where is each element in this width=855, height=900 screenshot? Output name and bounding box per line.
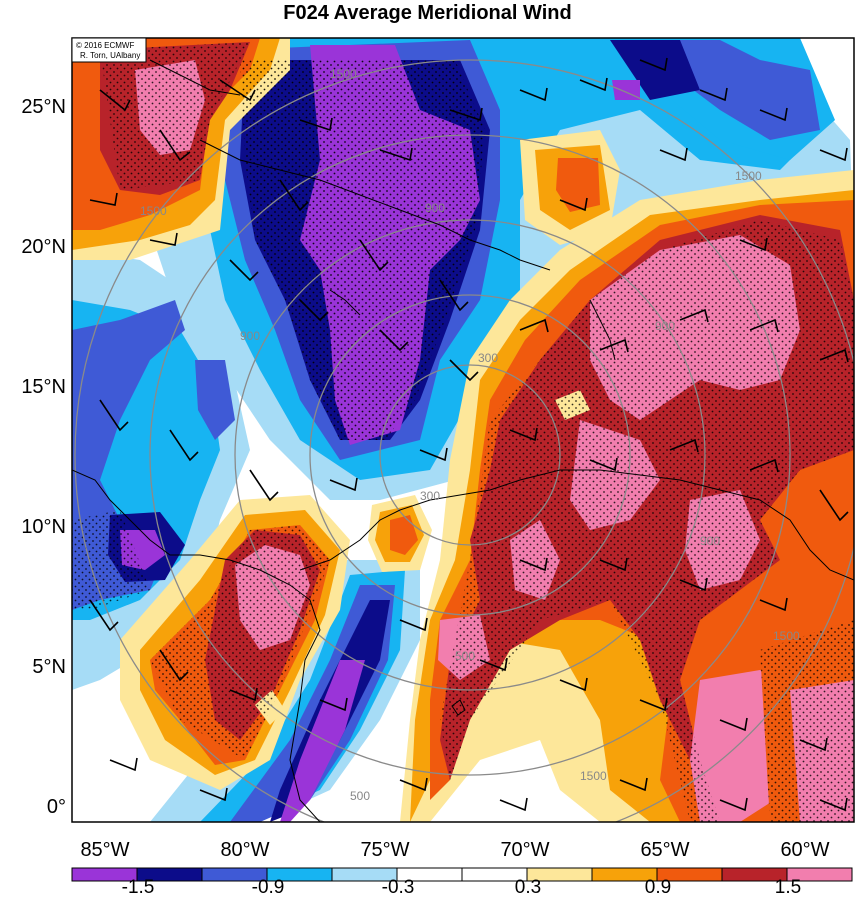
longitude-labels: 85°W 80°W 75°W 70°W 65°W 60°W <box>80 839 829 861</box>
coastlines <box>72 59 854 822</box>
positive-wind-central-blob-redorange <box>390 515 418 555</box>
ring-label-900-left: 900 <box>240 329 260 343</box>
lat-label-25n: 25°N <box>21 96 66 118</box>
range-ring-outer <box>74 59 854 822</box>
ring-label-900-right: 900 <box>655 319 675 333</box>
range-rings <box>74 59 854 822</box>
stipple-overlay <box>72 42 854 822</box>
map-title: F024 Average Meridional Wind <box>283 2 572 24</box>
coastline-small-island <box>451 699 466 716</box>
negative-wind-ne-navy-region <box>610 40 700 100</box>
ring-label-1500-right: 1500 <box>735 169 762 183</box>
lon-label-80w: 80°W <box>220 839 269 861</box>
ring-label-500-bottom: 500 <box>455 649 475 663</box>
coastline-south-america-north <box>299 469 854 581</box>
colorbar <box>71 867 853 882</box>
colorbar-swatch <box>786 867 853 882</box>
negative-wind-south-purple-region <box>280 660 365 822</box>
range-ring-inner <box>379 364 561 546</box>
colorbar-label-1-5: 1.5 <box>775 877 801 898</box>
lat-label-15n: 15°N <box>21 376 66 398</box>
ring-label-1500-bottom: 1500 <box>580 769 607 783</box>
lon-label-65w: 65°W <box>640 839 689 861</box>
lon-label-60w: 60°W <box>780 839 829 861</box>
wind-barbs <box>89 57 849 812</box>
range-ring-4 <box>149 134 791 776</box>
credit-line-1: © 2016 ECMWF <box>76 41 134 50</box>
credit-line-2: R. Torn, UAlbany <box>80 51 140 60</box>
positive-wind-north-redorange-region <box>556 158 600 212</box>
colorbar-label-0-9: 0.9 <box>645 877 671 898</box>
coastline-central-america <box>72 469 321 822</box>
ring-label-1500-left: 1500 <box>140 204 167 218</box>
range-ring-labels: 300 300 900 900 900 1500 1500 1500 1500 … <box>140 67 800 803</box>
lat-label-10n: 10°N <box>21 516 66 538</box>
coastline-greater-antilles <box>199 139 551 271</box>
ring-label-900-top: 900 <box>425 201 445 215</box>
range-ring-2 <box>309 294 631 616</box>
coastline-florida <box>149 59 241 96</box>
lat-label-0: 0° <box>47 796 66 818</box>
ring-label-900-br: 900 <box>700 534 720 548</box>
ring-label-500-sw: 500 <box>350 789 370 803</box>
lon-label-85w: 85°W <box>80 839 129 861</box>
ring-label-300-bottom: 300 <box>420 489 440 503</box>
map-plot-area <box>72 38 854 822</box>
ring-label-1500-br: 1500 <box>773 629 800 643</box>
coastline-island <box>329 289 361 316</box>
credit-box: © 2016 ECMWF R. Torn, UAlbany <box>71 37 147 63</box>
ring-label-300-top: 300 <box>478 351 498 365</box>
colorbar-label-neg-0-9: -0.9 <box>252 877 285 898</box>
latitude-labels: 25°N 20°N 15°N 10°N 5°N 0° <box>21 96 66 818</box>
lon-label-70w: 70°W <box>500 839 549 861</box>
colorbar-labels: -1.5 -0.9 -0.3 0.3 0.9 1.5 <box>122 877 802 898</box>
ring-label-1500-top: 1500 <box>330 67 357 81</box>
lon-label-75w: 75°W <box>360 839 409 861</box>
colorbar-label-0-3: 0.3 <box>515 877 541 898</box>
plot-frame <box>71 37 855 823</box>
negative-wind-west-blue-patch <box>195 360 235 440</box>
colorbar-label-neg-1-5: -1.5 <box>122 877 155 898</box>
colorbar-label-neg-0-3: -0.3 <box>382 877 415 898</box>
lat-label-20n: 20°N <box>21 236 66 258</box>
range-ring-3 <box>234 219 706 691</box>
lat-label-5n: 5°N <box>32 656 66 678</box>
coastline-lesser-antilles <box>589 299 616 361</box>
